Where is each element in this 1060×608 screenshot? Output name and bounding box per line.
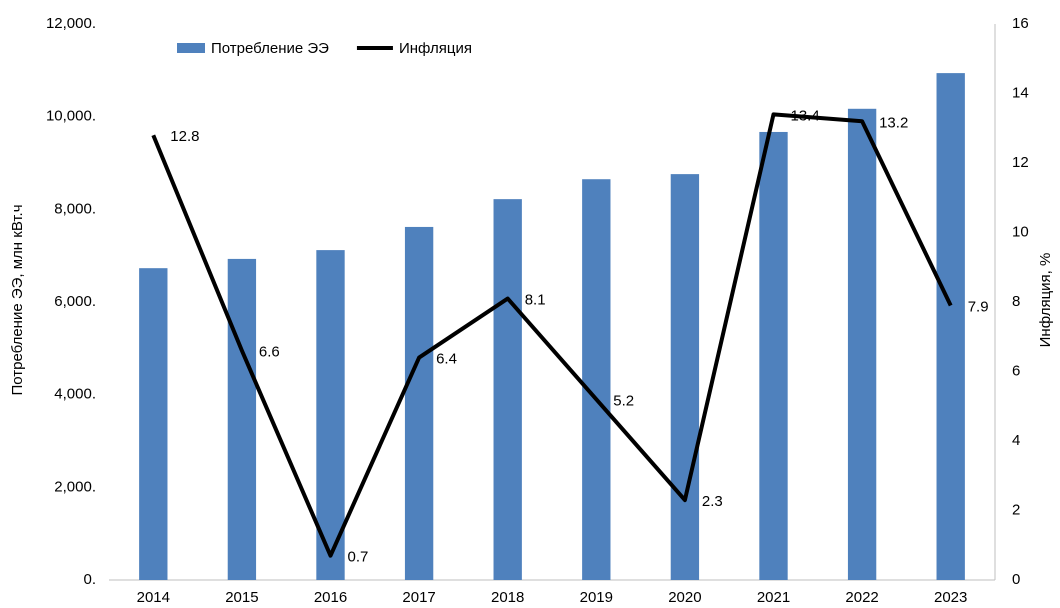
y-tick-label: 10,000. bbox=[46, 108, 96, 125]
x-tick-label: 2020 bbox=[668, 589, 701, 606]
y2-tick-label: 6 bbox=[1012, 362, 1020, 379]
data-label: 8.1 bbox=[525, 291, 546, 308]
y2-tick-label: 10 bbox=[1012, 223, 1029, 240]
x-tick-label: 2023 bbox=[934, 589, 967, 606]
x-tick-label: 2015 bbox=[225, 589, 258, 606]
bar bbox=[227, 258, 257, 580]
data-label: 13.4 bbox=[791, 107, 820, 124]
y2-tick-label: 4 bbox=[1012, 432, 1020, 449]
y2-tick-label: 14 bbox=[1012, 84, 1029, 101]
y2-tick-label: 12 bbox=[1012, 154, 1029, 171]
y2-axis-title: Инфляция, % bbox=[1037, 253, 1054, 348]
y-tick-label: 8,000. bbox=[54, 200, 96, 217]
bar bbox=[493, 199, 522, 580]
bar bbox=[759, 131, 788, 580]
bar bbox=[139, 268, 168, 580]
bar bbox=[404, 226, 434, 580]
bar bbox=[582, 179, 611, 580]
x-tick-label: 2022 bbox=[845, 589, 878, 606]
x-tick-label: 2014 bbox=[137, 589, 170, 606]
x-tick-label: 2018 bbox=[491, 589, 524, 606]
data-label: 12.8 bbox=[170, 128, 199, 145]
bar bbox=[936, 73, 965, 580]
legend-label: Инфляция bbox=[399, 40, 472, 57]
x-tick-label: 2019 bbox=[580, 589, 613, 606]
y2-tick-label: 0 bbox=[1012, 571, 1020, 588]
y2-tick-label: 16 bbox=[1012, 15, 1029, 32]
data-label: 6.4 bbox=[436, 351, 457, 368]
y-tick-label: 2,000. bbox=[54, 478, 96, 495]
data-label: 0.7 bbox=[348, 549, 369, 566]
data-label: 5.2 bbox=[613, 392, 634, 409]
y2-tick-label: 8 bbox=[1012, 293, 1020, 310]
x-tick-label: 2021 bbox=[757, 589, 790, 606]
bar bbox=[670, 174, 700, 580]
legend-label: Потребление ЭЭ bbox=[211, 40, 329, 57]
data-label: 2.3 bbox=[702, 493, 723, 510]
x-tick-label: 2017 bbox=[402, 589, 435, 606]
y-tick-label: 12,000. bbox=[46, 15, 96, 32]
y2-tick-label: 2 bbox=[1012, 501, 1020, 518]
bar bbox=[316, 250, 345, 580]
y-tick-label: 6,000. bbox=[54, 293, 96, 310]
data-label: 6.6 bbox=[259, 344, 280, 361]
y-axis-title: Потребление ЭЭ, млн кВт.ч bbox=[9, 204, 26, 395]
data-label: 13.2 bbox=[879, 114, 908, 131]
data-label: 7.9 bbox=[968, 298, 989, 315]
x-tick-label: 2016 bbox=[314, 589, 347, 606]
y-tick-label: 0. bbox=[83, 571, 96, 588]
y-tick-label: 4,000. bbox=[54, 386, 96, 403]
line bbox=[151, 112, 953, 558]
bar bbox=[847, 108, 877, 580]
legend-swatch bbox=[177, 43, 205, 53]
